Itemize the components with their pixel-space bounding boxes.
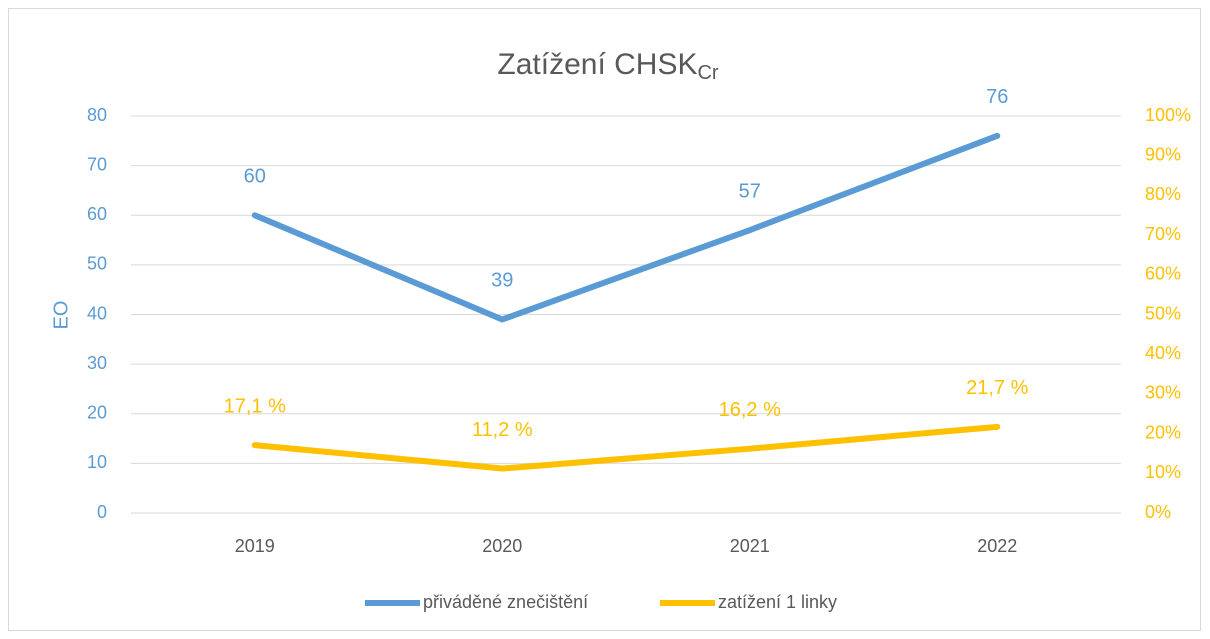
data-label: 76 — [986, 86, 1008, 108]
y-tick-label: 60 — [87, 204, 107, 224]
data-label: 60 — [244, 166, 266, 188]
series-line — [251, 132, 1001, 323]
data-label: 11,2 % — [472, 419, 533, 441]
y-tick-label: 70 — [87, 154, 107, 174]
chart-border — [8, 8, 1201, 631]
data-label: 17,1 % — [224, 395, 286, 417]
y2-tick-label: 20% — [1145, 422, 1181, 442]
x-tick-label: 2020 — [482, 536, 522, 556]
y-tick-label: 50 — [87, 254, 107, 274]
series-line — [251, 423, 1001, 472]
data-label: 57 — [739, 180, 761, 202]
y-axis-label: EO — [50, 301, 72, 330]
y2-tick-label: 0% — [1145, 502, 1171, 522]
y2-tick-label: 40% — [1145, 343, 1181, 363]
y-tick-label: 30 — [87, 353, 107, 373]
y2-tick-label: 10% — [1145, 462, 1181, 482]
x-tick-label: 2022 — [977, 536, 1017, 556]
y2-tick-label: 60% — [1145, 264, 1181, 284]
title-subscript: Cr — [697, 62, 718, 84]
y2-tick-label: 70% — [1145, 224, 1181, 244]
legend-label: přiváděné znečištění — [423, 592, 588, 612]
y-tick-label: 40 — [87, 303, 107, 323]
y-tick-label: 10 — [87, 452, 107, 472]
y2-tick-label: 100% — [1145, 105, 1191, 125]
chart-title: Zatížení CHSKCr — [497, 48, 719, 84]
y2-tick-label: 80% — [1145, 184, 1181, 204]
x-tick-label: 2019 — [235, 536, 275, 556]
data-label: 39 — [491, 270, 513, 292]
y2-tick-label: 50% — [1145, 303, 1181, 323]
y-tick-label: 0 — [97, 502, 107, 522]
y2-tick-label: 30% — [1145, 383, 1181, 403]
title-main: Zatížení CHSK — [497, 48, 697, 81]
y-tick-label: 20 — [87, 403, 107, 423]
data-label: 16,2 % — [719, 399, 781, 421]
data-label: 21,7 % — [966, 377, 1028, 399]
x-tick-label: 2021 — [730, 536, 770, 556]
y2-tick-label: 90% — [1145, 144, 1181, 164]
legend-label: zatížení 1 linky — [718, 592, 837, 612]
y-tick-label: 80 — [87, 105, 107, 125]
